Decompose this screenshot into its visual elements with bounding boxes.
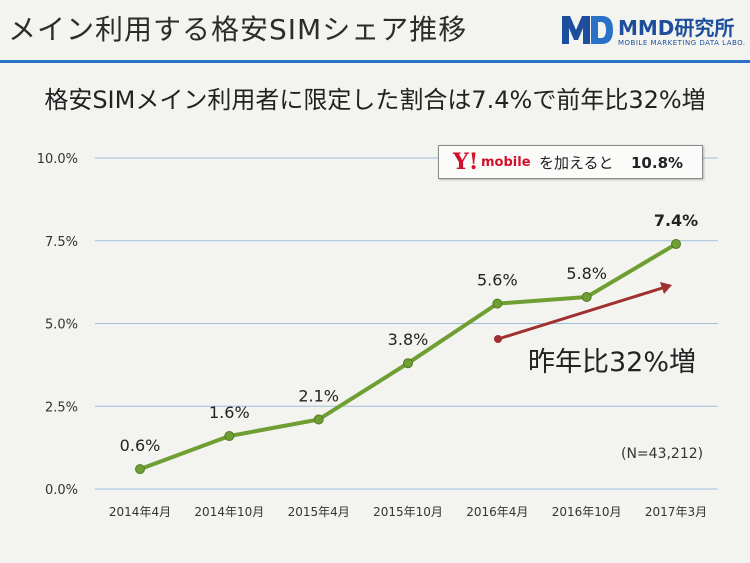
y-tick-label: 10.0% [37, 152, 78, 167]
logo-subtitle: MOBILE MARKETING DATA LABO. [618, 39, 746, 47]
title-divider [0, 60, 750, 63]
data-label: 1.6% [209, 403, 250, 422]
data-point [581, 292, 592, 303]
y-tick-label: 2.5% [45, 400, 78, 415]
ymobile-logo-icon: Y! [453, 149, 479, 175]
y-axis-ticks: 0.0% 2.5% 5.0% 7.5% 10.0% [37, 152, 78, 498]
slide-title: メイン利用する格安SIMシェア推移 [8, 13, 468, 46]
data-point [492, 298, 503, 309]
data-label: 3.8% [388, 330, 429, 349]
sample-size-note: (N=43,212) [621, 446, 704, 462]
y-tick-label: 0.0% [45, 483, 78, 498]
data-label: 7.4% [654, 211, 698, 230]
data-point [671, 239, 681, 250]
data-label: 0.6% [120, 436, 161, 455]
data-labels: 0.6% 1.6% 2.1% 3.8% 5.6% 5.8% 7.4% [120, 211, 699, 455]
data-series [135, 239, 681, 475]
y-tick-label: 7.5% [45, 235, 78, 250]
chart-subtitle: 格安SIMメイン利用者に限定した割合は7.4%で前年比32%増 [44, 86, 706, 114]
x-tick-label: 2015年10月 [373, 505, 443, 519]
x-tick-label: 2015年4月 [288, 505, 350, 519]
data-point [224, 431, 235, 442]
data-label: 2.1% [298, 386, 339, 405]
growth-arrow-line [497, 286, 665, 341]
growth-arrow-head-icon [660, 282, 672, 294]
growth-arrow [494, 282, 672, 343]
chart-grid [95, 157, 718, 490]
mmd-logo-mark-icon [562, 16, 613, 44]
ymobile-callout: Y! mobile を加えると 10.8% [438, 145, 703, 179]
growth-arrow-start [494, 335, 502, 343]
x-tick-label: 2016年4月 [466, 505, 528, 519]
x-tick-label: 2014年10月 [194, 505, 264, 519]
x-tick-label: 2016年10月 [552, 505, 622, 519]
x-tick-label: 2017年3月 [645, 505, 707, 519]
data-point [313, 414, 324, 425]
callout-text: を加えると [539, 154, 614, 172]
logo-name: MMD研究所 [618, 16, 735, 40]
data-label: 5.6% [477, 271, 518, 290]
x-tick-label: 2014年4月 [109, 505, 171, 519]
data-point [403, 358, 413, 369]
growth-annotation: 昨年比32%増 [528, 347, 697, 378]
mmd-logo: MMD研究所 MOBILE MARKETING DATA LABO. [560, 8, 745, 54]
ymobile-logo-text: mobile [481, 155, 531, 170]
data-label: 5.8% [566, 264, 607, 283]
x-axis-ticks: 2014年4月 2014年10月 2015年4月 2015年10月 2016年4月 201… [109, 505, 707, 519]
callout-value: 10.8% [631, 154, 684, 172]
data-point [135, 464, 145, 475]
y-tick-label: 5.0% [45, 318, 78, 333]
